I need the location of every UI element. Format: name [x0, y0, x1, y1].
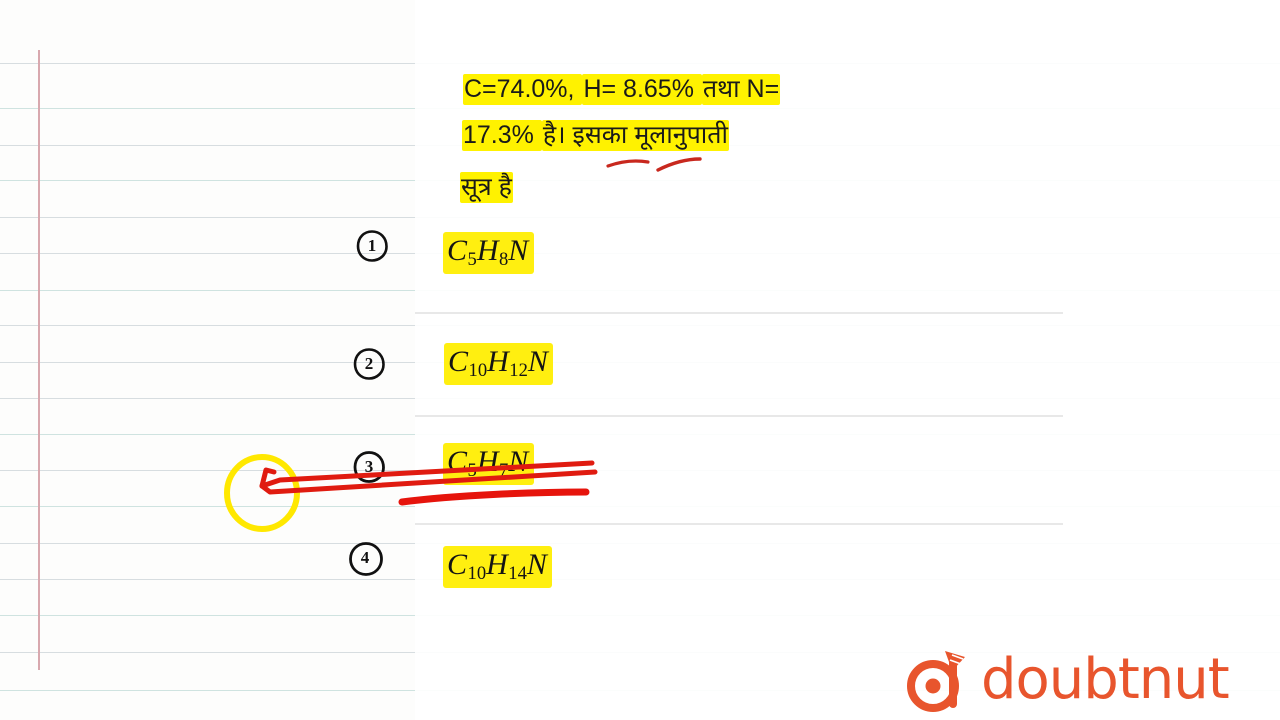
option-number-4[interactable]: 4 [348, 541, 383, 576]
margin-line [38, 50, 40, 670]
option-formula-3[interactable]: C5H7N [443, 443, 534, 486]
question-line-3: सूत्र है [460, 172, 513, 203]
option-separator [415, 312, 1063, 314]
question-text-formula-is: सूत्र है [460, 172, 513, 203]
option-separator [415, 415, 1063, 417]
question-line-2: 17.3% है। इसका मूलानुपाती [462, 120, 729, 151]
option-formula-1-h: H [476, 234, 499, 267]
option-formula-2-c: C [448, 345, 469, 378]
option-formula-3-sub-c: 5 [467, 460, 477, 482]
option-number-3-label: 3 [364, 457, 374, 476]
option-formula-3-sub-h: 7 [498, 460, 509, 482]
option-formula-2[interactable]: C10H12N [444, 343, 554, 386]
option-formula-2-sub-c: 10 [468, 360, 488, 382]
option-number-2-label: 2 [364, 354, 374, 373]
question-text-n-label: तथा N= [701, 74, 781, 105]
option-number-1[interactable]: 1 [355, 229, 389, 263]
option-formula-4-sub-c: 10 [467, 563, 487, 585]
option-formula-4-sub-h: 14 [508, 563, 527, 585]
hand-drawn-circle-icon [349, 542, 383, 576]
option-number-1-label: 1 [367, 236, 377, 255]
option-formula-4-h: H [486, 548, 509, 581]
option-number-4-label: 4 [360, 548, 370, 567]
option-formula-4[interactable]: C10H14N [443, 546, 553, 589]
question-text-n-percent: 17.3% [462, 120, 542, 151]
option-formula-1-n: N [508, 234, 529, 267]
option-formula-3-c: C [447, 445, 468, 478]
option-formula-2-n: N [527, 345, 549, 378]
option-formula-2-h: H [487, 345, 510, 378]
option-formula-1-sub-c: 5 [467, 249, 477, 271]
doubtnut-wordmark: doubtnut [981, 647, 1230, 712]
question-line-1: C=74.0%, H= 8.65% तथा N= [463, 74, 781, 105]
doubtnut-logo: doubtnut [905, 647, 1230, 712]
option-formula-4-n: N [526, 548, 548, 581]
option-formula-3-n: N [508, 445, 529, 478]
option-formula-1[interactable]: C5H8N [443, 232, 534, 275]
option-formula-1-text: C [447, 234, 468, 267]
option-formula-1-sub-h: 8 [498, 249, 509, 271]
question-text-empirical: है। इसका मूलानुपाती [541, 120, 729, 151]
option-separator [415, 523, 1063, 525]
hand-drawn-circle-icon [356, 230, 388, 262]
option-number-2[interactable]: 2 [352, 347, 386, 381]
question-text-h-percent: H= 8.65% [582, 74, 702, 105]
option-number-3[interactable]: 3 [352, 450, 386, 484]
option-formula-3-h: H [476, 445, 499, 478]
question-text-c-percent: C=74.0%, [463, 74, 583, 105]
option-formula-4-c: C [447, 548, 468, 581]
option-formula-2-sub-h: 12 [509, 360, 528, 382]
hand-drawn-circle-icon [353, 348, 385, 380]
doubtnut-d-logo-icon [907, 651, 965, 712]
